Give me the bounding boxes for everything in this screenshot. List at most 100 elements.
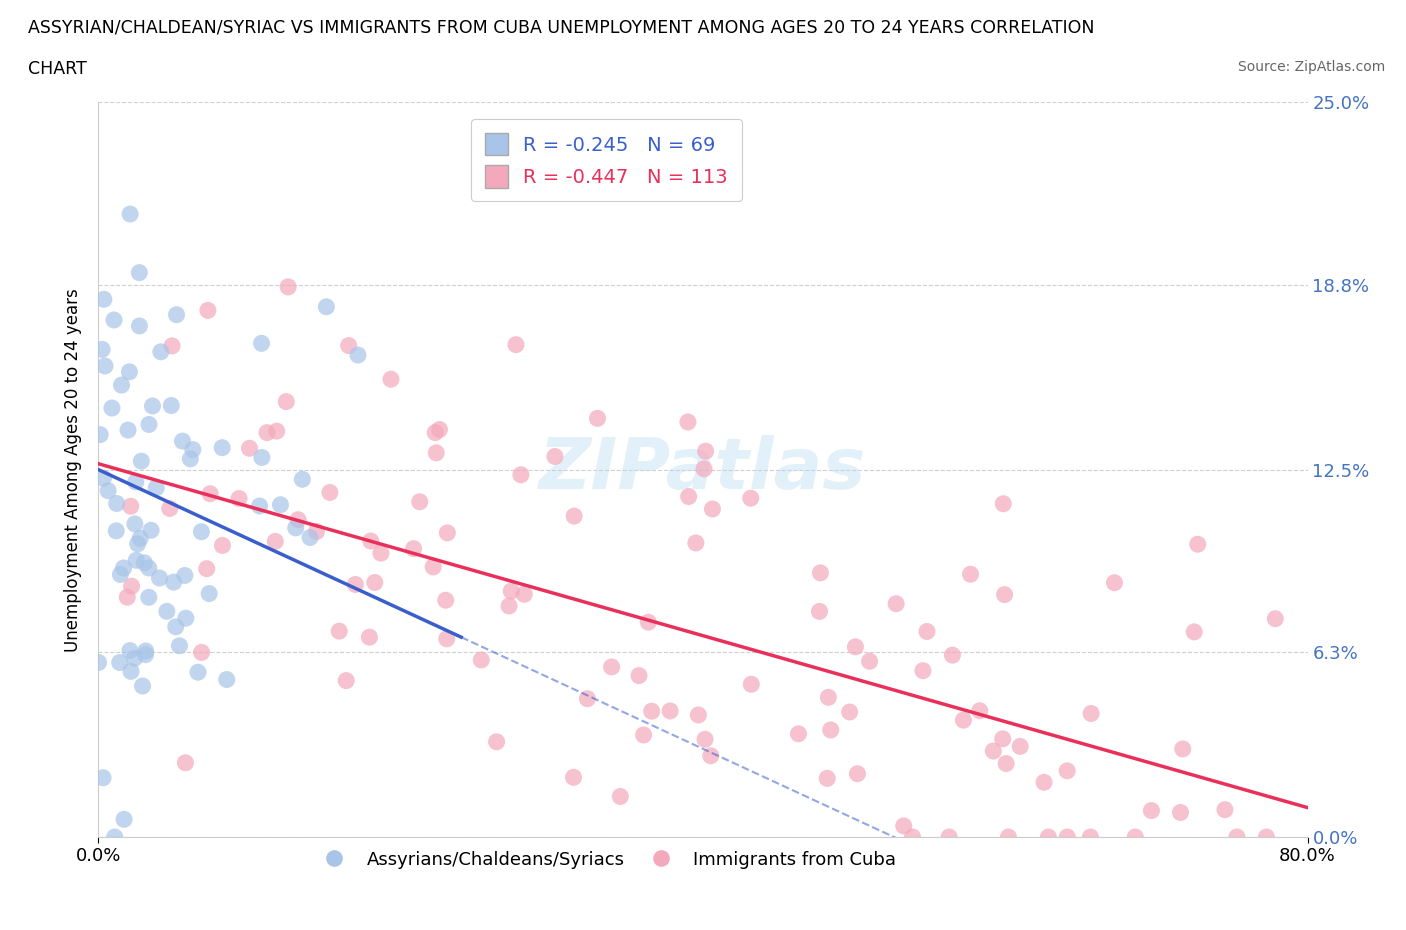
Point: [169, 638, 191, 653]
Point: [700, 749, 723, 764]
Point: [633, 727, 655, 742]
Point: [131, 454, 153, 469]
Point: [172, 433, 194, 448]
Point: [1171, 741, 1194, 756]
Point: [149, 344, 172, 359]
Point: [134, 555, 156, 570]
Point: [211, 440, 233, 455]
Point: [688, 708, 710, 723]
Point: [685, 536, 707, 551]
Point: [359, 630, 381, 644]
Point: [93, 292, 115, 307]
Point: [695, 444, 717, 458]
Point: [1104, 576, 1126, 591]
Point: [108, 655, 131, 670]
Point: [409, 495, 432, 510]
Point: [93, 471, 115, 485]
Point: [250, 336, 273, 351]
Point: [120, 498, 142, 513]
Point: [1038, 830, 1060, 844]
Point: [124, 516, 146, 531]
Point: [315, 299, 337, 314]
Point: [174, 755, 197, 770]
Point: [434, 592, 457, 607]
Point: [277, 279, 299, 294]
Point: [141, 399, 163, 414]
Point: [1170, 805, 1192, 820]
Text: ASSYRIAN/CHALDEAN/SYRIAC VS IMMIGRANTS FROM CUBA UNEMPLOYMENT AMONG AGES 20 TO 2: ASSYRIAN/CHALDEAN/SYRIAC VS IMMIGRANTS F…: [28, 19, 1095, 36]
Point: [820, 723, 842, 737]
Point: [997, 830, 1019, 844]
Point: [156, 604, 179, 618]
Point: [124, 651, 146, 666]
Point: [276, 394, 298, 409]
Point: [787, 726, 810, 741]
Point: [118, 644, 141, 658]
Point: [228, 491, 250, 506]
Point: [1187, 537, 1209, 551]
Point: [215, 672, 238, 687]
Point: [815, 771, 838, 786]
Point: [808, 604, 831, 618]
Point: [128, 265, 150, 280]
Point: [846, 766, 869, 781]
Point: [938, 830, 960, 844]
Point: [858, 654, 880, 669]
Point: [810, 565, 832, 580]
Point: [197, 303, 219, 318]
Point: [901, 830, 924, 844]
Point: [181, 442, 204, 457]
Point: [190, 525, 212, 539]
Point: [179, 451, 201, 466]
Point: [993, 497, 1015, 512]
Text: CHART: CHART: [28, 60, 87, 78]
Point: [105, 496, 128, 511]
Text: ZIPatlas: ZIPatlas: [540, 435, 866, 504]
Point: [360, 534, 382, 549]
Point: [138, 561, 160, 576]
Point: [981, 744, 1004, 759]
Point: [284, 521, 307, 536]
Point: [190, 645, 212, 660]
Point: [187, 665, 209, 680]
Point: [1140, 804, 1163, 818]
Point: [429, 422, 451, 437]
Point: [740, 677, 762, 692]
Point: [305, 525, 328, 539]
Point: [118, 365, 141, 379]
Point: [135, 647, 157, 662]
Point: [135, 644, 157, 658]
Point: [165, 619, 187, 634]
Point: [328, 624, 350, 639]
Point: [485, 735, 508, 750]
Point: [562, 509, 585, 524]
Point: [817, 690, 839, 705]
Point: [436, 631, 458, 646]
Point: [121, 578, 143, 593]
Point: [211, 538, 233, 552]
Point: [884, 596, 907, 611]
Point: [250, 450, 273, 465]
Point: [637, 615, 659, 630]
Point: [127, 537, 149, 551]
Point: [319, 485, 342, 500]
Point: [264, 534, 287, 549]
Point: [402, 541, 425, 556]
Point: [544, 449, 567, 464]
Point: [959, 566, 981, 581]
Point: [198, 586, 221, 601]
Point: [586, 411, 609, 426]
Point: [335, 673, 357, 688]
Point: [364, 575, 387, 590]
Point: [101, 401, 124, 416]
Point: [89, 427, 111, 442]
Point: [969, 703, 991, 718]
Point: [693, 461, 716, 476]
Point: [1080, 830, 1102, 844]
Point: [513, 587, 536, 602]
Point: [941, 647, 963, 662]
Point: [162, 575, 184, 590]
Point: [1080, 706, 1102, 721]
Point: [110, 378, 132, 392]
Point: [344, 577, 367, 591]
